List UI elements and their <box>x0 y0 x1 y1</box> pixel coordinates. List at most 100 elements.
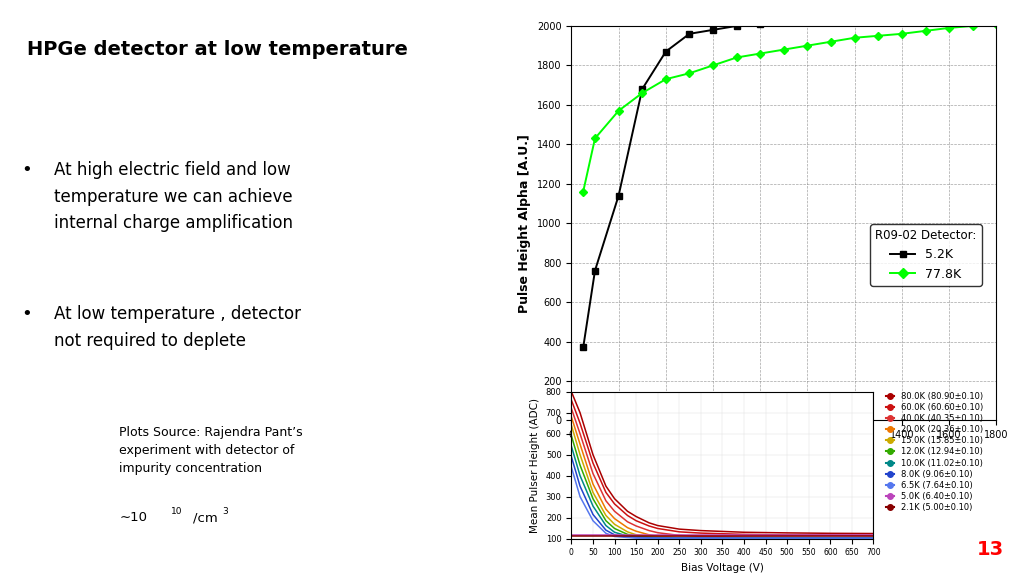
Line: 12.0K (12.94±0.10): 12.0K (12.94±0.10) <box>571 435 873 538</box>
5.2K <box>943 10 955 17</box>
60.0K (60.60±0.10) <box>673 528 685 535</box>
8.0K (9.06±0.10) <box>824 535 837 541</box>
5.2K <box>825 18 838 25</box>
12.0K (12.94±0.10) <box>573 462 586 469</box>
80.0K (80.90±0.10) <box>694 527 707 534</box>
8.0K (9.06±0.10) <box>600 526 612 533</box>
Line: 40.0K (40.35±0.10): 40.0K (40.35±0.10) <box>571 408 873 537</box>
8.0K (9.06±0.10) <box>867 535 880 541</box>
6.5K (7.64±0.10) <box>587 517 599 524</box>
5.2K <box>990 7 1002 14</box>
2.1K (5.00±0.10) <box>867 532 880 539</box>
77.8K <box>896 31 908 37</box>
40.0K (40.35±0.10) <box>630 522 642 529</box>
40.0K (40.35±0.10) <box>622 518 634 525</box>
10.0K (11.02±0.10) <box>651 535 664 541</box>
5.2K <box>612 192 625 199</box>
60.0K (60.60±0.10) <box>608 501 621 507</box>
8.0K (9.06±0.10) <box>643 535 655 541</box>
6.5K (7.64±0.10) <box>573 493 586 500</box>
60.0K (60.60±0.10) <box>565 397 578 404</box>
Line: 10.0K (11.02±0.10): 10.0K (11.02±0.10) <box>571 446 873 538</box>
20.0K (20.36±0.10) <box>600 506 612 513</box>
77.8K <box>578 188 590 195</box>
20.0K (20.36±0.10) <box>573 441 586 448</box>
80.0K (80.90±0.10) <box>630 513 642 520</box>
6.5K (7.64±0.10) <box>643 535 655 541</box>
12.0K (12.94±0.10) <box>694 535 707 541</box>
77.8K <box>659 75 672 82</box>
80.0K (80.90±0.10) <box>738 529 751 536</box>
77.8K <box>967 22 979 29</box>
10.0K (11.02±0.10) <box>630 533 642 540</box>
80.0K (80.90±0.10) <box>573 409 586 416</box>
15.0K (15.85±0.10) <box>694 535 707 541</box>
2.1K (5.00±0.10) <box>608 532 621 539</box>
Text: •: • <box>22 305 33 323</box>
77.8K <box>683 70 695 77</box>
77.8K <box>612 107 625 114</box>
2.1K (5.00±0.10) <box>587 532 599 539</box>
2.1K (5.00±0.10) <box>738 532 751 539</box>
12.0K (12.94±0.10) <box>781 535 794 541</box>
8.0K (9.06±0.10) <box>673 535 685 541</box>
10.0K (11.02±0.10) <box>565 443 578 450</box>
8.0K (9.06±0.10) <box>622 533 634 540</box>
15.0K (15.85±0.10) <box>573 451 586 458</box>
12.0K (12.94±0.10) <box>630 533 642 540</box>
77.8K <box>636 89 648 96</box>
Line: 80.0K (80.90±0.10): 80.0K (80.90±0.10) <box>571 392 873 533</box>
40.0K (40.35±0.10) <box>643 527 655 534</box>
10.0K (11.02±0.10) <box>587 503 599 510</box>
60.0K (60.60±0.10) <box>694 530 707 537</box>
Text: 13: 13 <box>977 540 1004 559</box>
60.0K (60.60±0.10) <box>738 531 751 538</box>
Text: •: • <box>22 161 33 179</box>
80.0K (80.90±0.10) <box>781 529 794 536</box>
5.0K (6.40±0.10) <box>824 531 837 538</box>
12.0K (12.94±0.10) <box>738 535 751 541</box>
6.5K (7.64±0.10) <box>673 535 685 541</box>
10.0K (11.02±0.10) <box>781 535 794 541</box>
20.0K (20.36±0.10) <box>867 535 880 541</box>
5.0K (6.40±0.10) <box>608 531 621 538</box>
40.0K (40.35±0.10) <box>587 470 599 477</box>
Text: 3: 3 <box>222 507 228 516</box>
60.0K (60.60±0.10) <box>867 532 880 539</box>
6.5K (7.64±0.10) <box>630 535 642 541</box>
Line: 60.0K (60.60±0.10): 60.0K (60.60±0.10) <box>571 400 873 536</box>
20.0K (20.36±0.10) <box>673 534 685 541</box>
60.0K (60.60±0.10) <box>600 489 612 496</box>
20.0K (20.36±0.10) <box>694 535 707 541</box>
20.0K (20.36±0.10) <box>630 528 642 535</box>
5.2K <box>636 86 648 93</box>
5.2K <box>683 31 695 37</box>
77.8K <box>849 35 861 41</box>
80.0K (80.90±0.10) <box>600 483 612 490</box>
10.0K (11.02±0.10) <box>673 535 685 541</box>
60.0K (60.60±0.10) <box>630 517 642 524</box>
5.2K <box>659 48 672 55</box>
8.0K (9.06±0.10) <box>651 535 664 541</box>
77.8K <box>707 62 719 69</box>
5.0K (6.40±0.10) <box>738 531 751 538</box>
15.0K (15.85±0.10) <box>643 533 655 540</box>
15.0K (15.85±0.10) <box>867 535 880 541</box>
15.0K (15.85±0.10) <box>781 535 794 541</box>
6.5K (7.64±0.10) <box>694 535 707 541</box>
40.0K (40.35±0.10) <box>738 533 751 540</box>
20.0K (20.36±0.10) <box>622 524 634 531</box>
5.2K <box>707 26 719 33</box>
8.0K (9.06±0.10) <box>573 483 586 490</box>
15.0K (15.85±0.10) <box>565 422 578 429</box>
15.0K (15.85±0.10) <box>600 512 612 519</box>
Line: 15.0K (15.85±0.10): 15.0K (15.85±0.10) <box>571 425 873 538</box>
40.0K (40.35±0.10) <box>608 508 621 515</box>
12.0K (12.94±0.10) <box>651 534 664 541</box>
77.8K <box>943 24 955 31</box>
Legend: 80.0K (80.90±0.10), 60.0K (60.60±0.10), 40.0K (40.35±0.10), 20.0K (20.36±0.10), : 80.0K (80.90±0.10), 60.0K (60.60±0.10), … <box>883 389 986 516</box>
20.0K (20.36±0.10) <box>781 535 794 541</box>
2.1K (5.00±0.10) <box>565 532 578 539</box>
6.5K (7.64±0.10) <box>867 535 880 541</box>
40.0K (40.35±0.10) <box>781 534 794 541</box>
